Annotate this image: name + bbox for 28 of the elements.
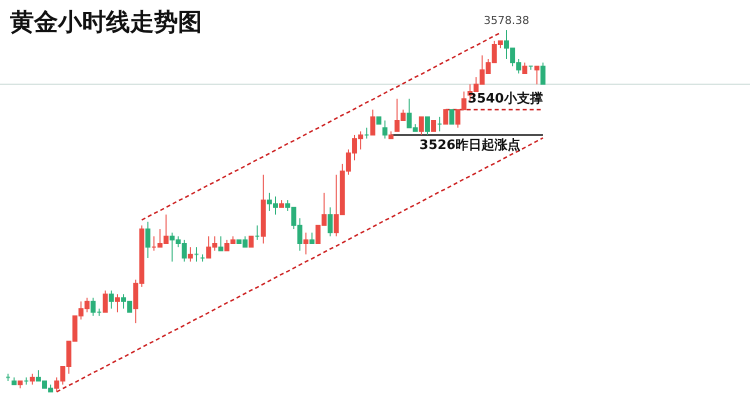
annotation: 3578.38 — [484, 14, 530, 28]
candlestick — [534, 66, 540, 85]
candlestick — [218, 236, 224, 252]
candlestick — [364, 127, 369, 140]
candlestick — [328, 206, 333, 237]
candlestick — [424, 116, 430, 136]
candlestick — [449, 109, 454, 125]
candlestick — [248, 236, 254, 248]
annotation: 3526昨日起涨点 — [419, 136, 521, 153]
candlestick — [309, 232, 314, 244]
candlestick — [382, 120, 388, 140]
candlestick — [522, 62, 528, 74]
candlestick — [418, 116, 424, 136]
candlestick — [540, 62, 546, 85]
candlestick — [102, 290, 108, 313]
candlestick — [188, 246, 193, 262]
candlestick — [303, 232, 308, 255]
chart-title: 黄金小时线走势图 — [10, 6, 202, 38]
candlestick — [145, 221, 150, 258]
candlestick — [438, 116, 442, 132]
candlestick — [255, 224, 260, 240]
candlestick — [108, 290, 114, 310]
candlestick — [30, 373, 35, 386]
candlestick — [370, 109, 376, 136]
candlestick — [194, 246, 198, 262]
candlestick — [114, 294, 120, 313]
candlestick — [443, 109, 448, 125]
candlestick — [431, 120, 436, 132]
